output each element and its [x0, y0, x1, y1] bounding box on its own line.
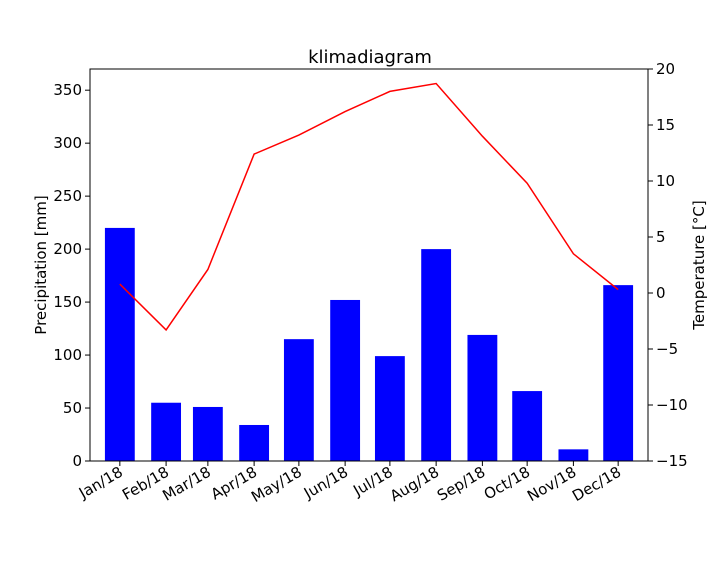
left-tick-label: 0 [72, 452, 82, 470]
left-y-axis-label: Precipitation [mm] [32, 195, 50, 334]
right-tick-label: 20 [656, 60, 675, 78]
left-tick-label: 200 [53, 240, 82, 258]
left-tick-label: 300 [53, 134, 82, 152]
precipitation-bar [558, 449, 589, 461]
x-tick-label: Mar/18 [159, 463, 213, 505]
left-tick-label: 50 [63, 399, 82, 417]
precipitation-bar [192, 406, 223, 461]
chart-title: klimadiagram [308, 47, 432, 68]
right-tick-label: −10 [656, 396, 688, 414]
x-tick-label: Jun/18 [300, 463, 351, 503]
right-tick-label: −5 [656, 340, 678, 358]
precipitation-bar [421, 249, 452, 461]
x-tick-label: Nov/18 [524, 463, 579, 505]
right-y-axis-label: Temperature [°C] [690, 200, 708, 330]
x-tick-label: Sep/18 [434, 463, 488, 505]
right-tick-label: 15 [656, 116, 675, 134]
precipitation-bar [104, 227, 135, 461]
precipitation-bar [330, 299, 361, 461]
left-tick-label: 250 [53, 187, 82, 205]
precipitation-bar [603, 285, 634, 461]
x-tick-label: Oct/18 [481, 463, 533, 504]
right-tick-label: 5 [656, 228, 666, 246]
precipitation-bar [151, 402, 182, 461]
right-y-axis: −15 −10 −5 0 5 10 15 20 [648, 60, 688, 470]
x-tick-label: May/18 [248, 463, 305, 506]
precipitation-bar [467, 334, 498, 461]
precipitation-bar [374, 356, 405, 461]
x-tick-label: Jan/18 [75, 463, 126, 503]
left-tick-label: 350 [53, 81, 82, 99]
precipitation-bar [283, 339, 314, 461]
precipitation-bars [104, 227, 634, 461]
left-y-axis: 0 50 100 150 200 250 300 350 [53, 81, 90, 470]
left-tick-label: 100 [53, 346, 82, 364]
temperature-line [119, 82, 619, 332]
left-tick-label: 150 [53, 293, 82, 311]
right-tick-label: −15 [656, 452, 688, 470]
right-tick-label: 0 [656, 284, 666, 302]
precipitation-bar [239, 424, 270, 461]
x-tick-label: Aug/18 [387, 463, 442, 505]
temperature-line-layer [119, 82, 619, 332]
right-tick-label: 10 [656, 172, 675, 190]
x-tick-label: Dec/18 [569, 463, 624, 505]
plot-frame [89, 68, 649, 462]
precipitation-bar [512, 391, 543, 461]
